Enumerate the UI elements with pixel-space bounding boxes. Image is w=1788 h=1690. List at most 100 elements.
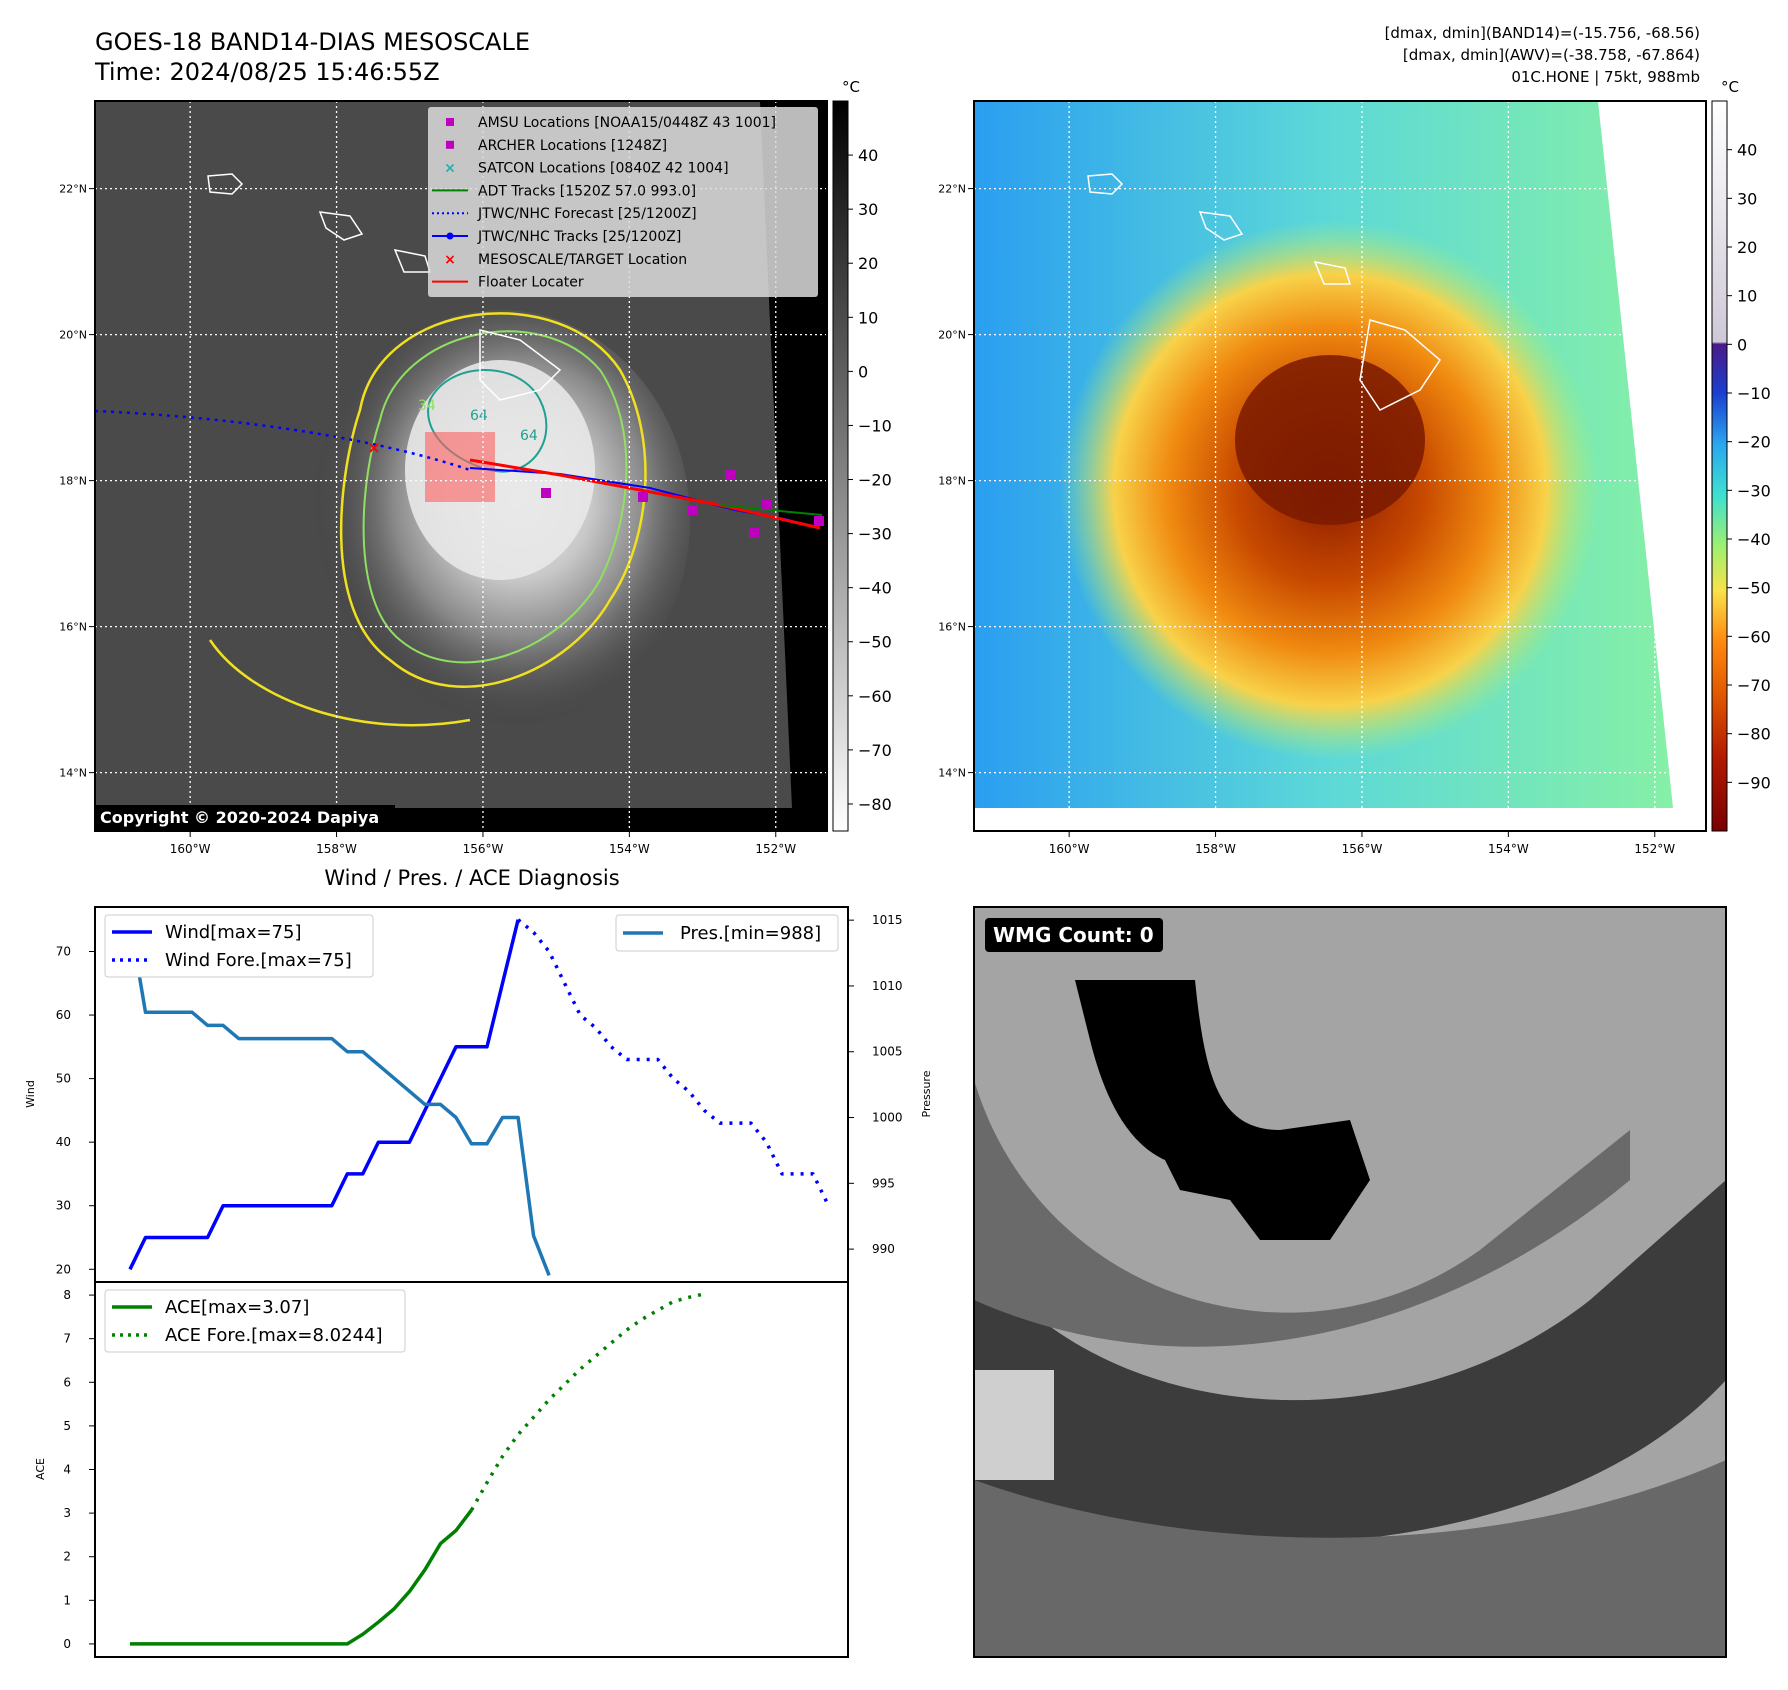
colorbar-tick-label: 30 [1737,189,1757,208]
legend-x-marker: × [444,252,456,268]
color-map-panel: 160°W 158°W 156°W 154°W 152°W 14°N 16°N 18°N 20… [938,100,1707,856]
colorbar-tick-label: 0 [858,362,868,381]
floater-locater-track [469,458,821,530]
map-legend-label: ADT Tracks [1520Z 57.0 993.0] [478,183,696,199]
colorbar-tick-label: −30 [1737,481,1771,500]
color-colorbar: °C 40 30 20 10 0 −10 −20 −30 −40 −50 −60 −70 −80 −90 [1711,78,1771,832]
wind-legend: Wind[max=75] Wind Fore.[max=75] [104,914,374,978]
y-right-tick-label: 1010 [872,979,903,993]
ir-colorbar-ticks: 40 30 20 10 0 −10 −20 −30 −40 −50 −60 −70 −80 [848,146,892,814]
series-line [128,919,551,1277]
y-right-tick-label: 990 [872,1242,895,1256]
ace-legend-box [104,1289,406,1353]
contour-34kt [362,330,628,664]
colorbar-tick-label: −60 [858,687,892,706]
figure-header: GOES-18 BAND14-DIAS MESOSCALE Time: 2024… [94,24,1700,86]
y-tick-label: 2 [63,1550,71,1564]
colorbar-tick-label: −80 [1737,725,1771,744]
ace-ylabel: ACE [34,1458,47,1480]
lon-tick-label: 160°W [1049,842,1090,856]
diagnosis-title: Wind / Pres. / ACE Diagnosis [324,866,619,890]
colorbar-tick-label: −80 [858,795,892,814]
lon-tick-label: 158°W [1195,842,1236,856]
map-legend-items: AMSU Locations [NOAA15/0448Z 43 1001] ARC… [432,115,776,291]
y-tick-label: 5 [63,1419,71,1433]
lat-tick-label: 20°N [938,329,966,342]
ir-colorbar-unit: °C [842,78,860,96]
ir-map-frame [94,100,828,832]
ir-colorbar: °C 40 30 20 10 0 −10 −20 −30 −40 −50 −60 −70 −80 [832,78,892,832]
wmg-outer-band [974,1180,1726,1545]
ace-legend-label: ACE[max=3.07] [165,1297,309,1318]
lon-tick-label: 152°W [755,842,796,856]
colorbar-tick-label: 30 [858,200,878,219]
wmg-eye-region [1075,980,1370,1240]
colorbar-tick-label: −70 [1737,676,1771,695]
map-legend-label: JTWC/NHC Forecast [25/1200Z] [477,206,697,222]
color-island-kauai [1087,173,1124,195]
wind-legend-box [104,914,374,978]
color-island-maui [1313,260,1352,285]
colorbar-tick-label: −70 [858,741,892,760]
band14-stats: [dmax, dmin](BAND14)=(-15.756, -68.56) [1385,24,1700,42]
map-legend-label: AMSU Locations [NOAA15/0448Z 43 1001] [478,115,776,131]
copyright-background [95,805,395,830]
wind-pressure-chart: Wind / Pres. / ACE Diagnosis 20 30 40 50 60 7… [24,866,933,1283]
colorbar-tick-label: 40 [858,146,878,165]
ir-lat-ticks: 14°N 16°N 18°N 20°N 22°N [59,183,95,780]
wmg-light-patch [974,1370,1054,1480]
lon-tick-label: 152°W [1634,842,1675,856]
lat-tick-label: 18°N [938,475,966,488]
colorbar-tick-label: 10 [858,308,878,327]
map-legend-box [428,107,818,297]
color-colorbar-ticks: 40 30 20 10 0 −10 −20 −30 −40 −50 −60 −70 −80 −90 [1727,141,1771,792]
series-line [516,918,831,1207]
colorbar-tick-label: −30 [858,525,892,544]
lat-tick-label: 16°N [59,621,87,634]
wmg-mid-band [974,1080,1630,1347]
color-island-oahu [1198,211,1244,241]
lat-tick-label: 22°N [938,183,966,196]
wind-legend-label: Wind[max=75] [165,922,302,943]
figure-title: GOES-18 BAND14-DIAS MESOSCALE [95,28,530,56]
map-legend-item: ARCHER Locations [1248Z] [446,138,667,154]
colorbar-tick-label: −10 [1737,384,1771,403]
colorbar-tick-label: −20 [1737,433,1771,452]
colorbar-tick-label: −40 [858,579,892,598]
ir-map-panel: × 64 64 34 160°W 158°W 156°W 154°W 152°W 14°… [59,100,828,856]
legend-x-marker: × [444,161,456,177]
legend-dot-marker [446,232,454,240]
y-tick-label: 4 [63,1463,71,1477]
y-tick-label: 20 [56,1262,71,1276]
lat-tick-label: 20°N [59,329,87,342]
y-tick-label: 40 [56,1135,71,1149]
color-hawaii-big-island [1359,319,1441,411]
series-line [130,1509,473,1646]
pressure-yticks: 990 995 1000 1005 1010 1015 [848,913,903,1256]
lon-tick-label: 154°W [1488,842,1529,856]
colorbar-tick-label: 20 [858,254,878,273]
wmg-label-background [985,918,1163,952]
contour-label: 64 [470,408,488,424]
wind-series-layer [128,918,831,1277]
y-right-tick-label: 995 [872,1176,895,1190]
y-tick-label: 8 [63,1288,71,1302]
ace-yticks: 0 1 2 3 4 5 6 7 8 [63,1288,95,1651]
lon-tick-label: 156°W [463,842,504,856]
hawaii-big-island [479,329,562,401]
color-lat-ticks: 14°N 16°N 18°N 20°N 22°N [938,183,974,780]
y-right-tick-label: 1000 [872,1111,903,1125]
map-legend-item: AMSU Locations [NOAA15/0448Z 43 1001] [446,115,776,131]
wmg-lower-band [974,1460,1726,1657]
colorbar-tick-label: −40 [1737,530,1771,549]
colorbar-tick-label: 20 [1737,238,1757,257]
wind-yticks: 20 30 40 50 60 70 [56,944,95,1276]
lon-tick-label: 160°W [170,842,211,856]
map-legend-item: Floater Locater [432,275,584,291]
wind-ylabel: Wind [24,1080,37,1108]
ace-legend: ACE[max=3.07] ACE Fore.[max=8.0244] [104,1289,406,1353]
colorbar-tick-label: −20 [858,471,892,490]
color-gridlines [974,101,1706,831]
color-colorbar-unit: °C [1721,78,1739,96]
wind-forecast-legend-label: Wind Fore.[max=75] [165,950,352,971]
